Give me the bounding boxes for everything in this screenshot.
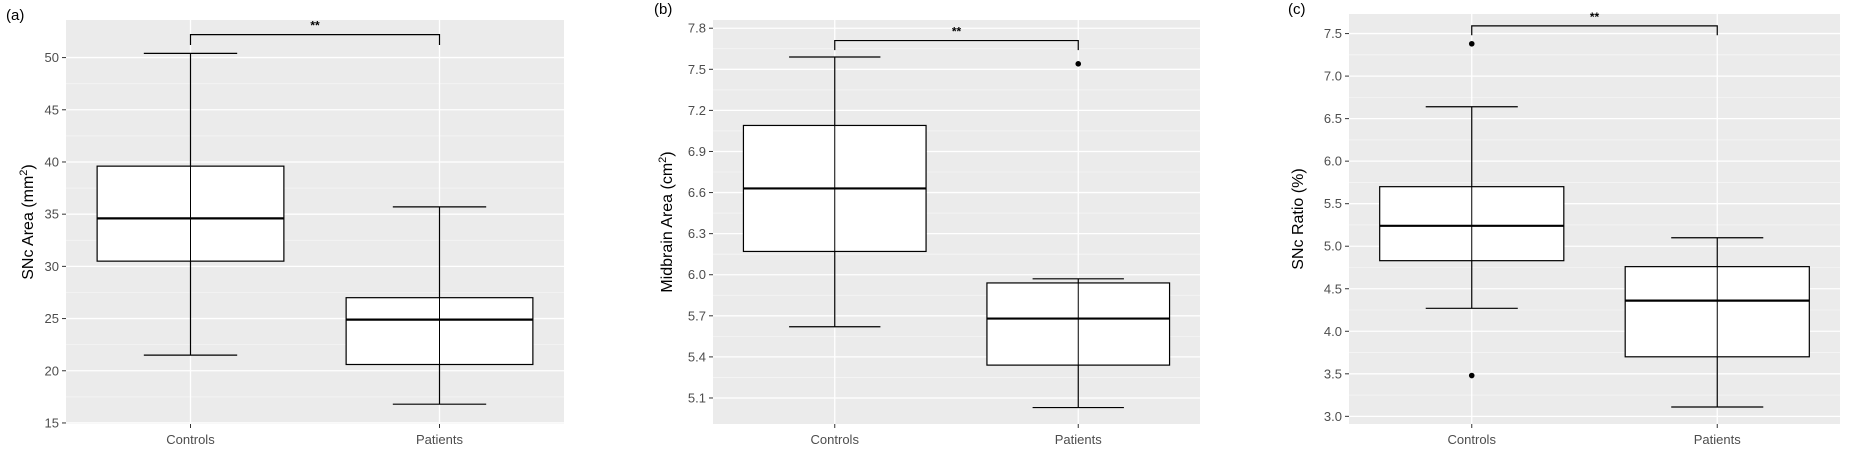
box-controls — [1379, 40, 1565, 379]
significance-bracket — [189, 34, 441, 46]
y-tick-label: 6.6 — [688, 185, 706, 200]
y-tick-label: 50 — [45, 50, 59, 65]
y-tick-label: 5.7 — [688, 308, 706, 323]
x-category-label: Controls — [1448, 432, 1497, 447]
box-patients — [1624, 237, 1810, 408]
significance-bracket — [1471, 25, 1718, 36]
panel-label: (b) — [654, 1, 672, 18]
y-tick-label: 40 — [45, 154, 59, 169]
y-tick-label: 6.0 — [688, 267, 706, 282]
outlier-point — [1468, 40, 1475, 47]
y-tick-label: 7.5 — [688, 62, 706, 77]
y-tick-label: 30 — [45, 259, 59, 274]
y-tick-label: 6.3 — [688, 226, 706, 241]
y-tick-label: 7.8 — [688, 21, 706, 36]
y-tick-label: 5.1 — [688, 390, 706, 405]
x-category-label: Patients — [416, 432, 463, 447]
y-axis-title: Midbrain Area (cm2) — [657, 151, 676, 292]
x-category-label: Patients — [1694, 432, 1741, 447]
y-tick-label: 5.4 — [688, 349, 706, 364]
y-tick-label: 6.9 — [688, 144, 706, 159]
y-tick-label: 20 — [45, 363, 59, 378]
x-category-label: Patients — [1055, 432, 1102, 447]
y-tick-label: 6.0 — [1324, 154, 1342, 169]
y-tick-label: 7.0 — [1324, 69, 1342, 84]
y-tick-label: 35 — [45, 207, 59, 222]
chart-panel-3: 3.0 3.5 4.0 4.5 5.0 5.5 6.0 6.5 7.0 7.5 ** Controls… — [1288, 1, 1840, 447]
box-patients — [986, 61, 1171, 409]
y-tick-label: 45 — [45, 102, 59, 117]
y-tick-label: 15 — [45, 415, 59, 430]
panel-label: (c) — [1288, 1, 1306, 18]
chart-panel-2: 5.1 5.4 5.7 6.0 6.3 6.6 6.9 7.2 7.5 7.8 ** Controls… — [654, 1, 1200, 447]
y-tick-label: 7.5 — [1324, 26, 1342, 41]
x-category-label: Controls — [811, 432, 860, 447]
y-axis-title: SNc Ratio (%) — [1290, 168, 1307, 269]
y-tick-label: 5.0 — [1324, 239, 1342, 254]
significance-bracket — [834, 39, 1079, 51]
y-tick-label: 3.0 — [1324, 409, 1342, 424]
y-tick-label: 5.5 — [1324, 196, 1342, 211]
significance-label: ** — [310, 19, 320, 33]
outlier-point — [1468, 372, 1475, 379]
chart-panel-1: 15 20 25 30 35 40 45 50 ** Controls Patients SNc Ar… — [6, 7, 564, 447]
panel-label: (a) — [6, 7, 24, 24]
y-tick-label: 6.5 — [1324, 111, 1342, 126]
y-tick-label: 4.5 — [1324, 281, 1342, 296]
y-tick-label: 4.0 — [1324, 324, 1342, 339]
y-axis-title: SNc Area (mm2) — [18, 164, 37, 279]
outlier-point — [1075, 61, 1082, 67]
box-patients — [345, 206, 534, 405]
significance-label: ** — [1590, 10, 1600, 24]
significance-label: ** — [952, 25, 962, 39]
y-tick-label: 25 — [45, 311, 59, 326]
box-controls — [742, 56, 927, 328]
box-controls — [96, 52, 285, 356]
x-category-label: Controls — [166, 432, 215, 447]
y-tick-label: 3.5 — [1324, 366, 1342, 381]
y-tick-label: 7.2 — [688, 103, 706, 118]
